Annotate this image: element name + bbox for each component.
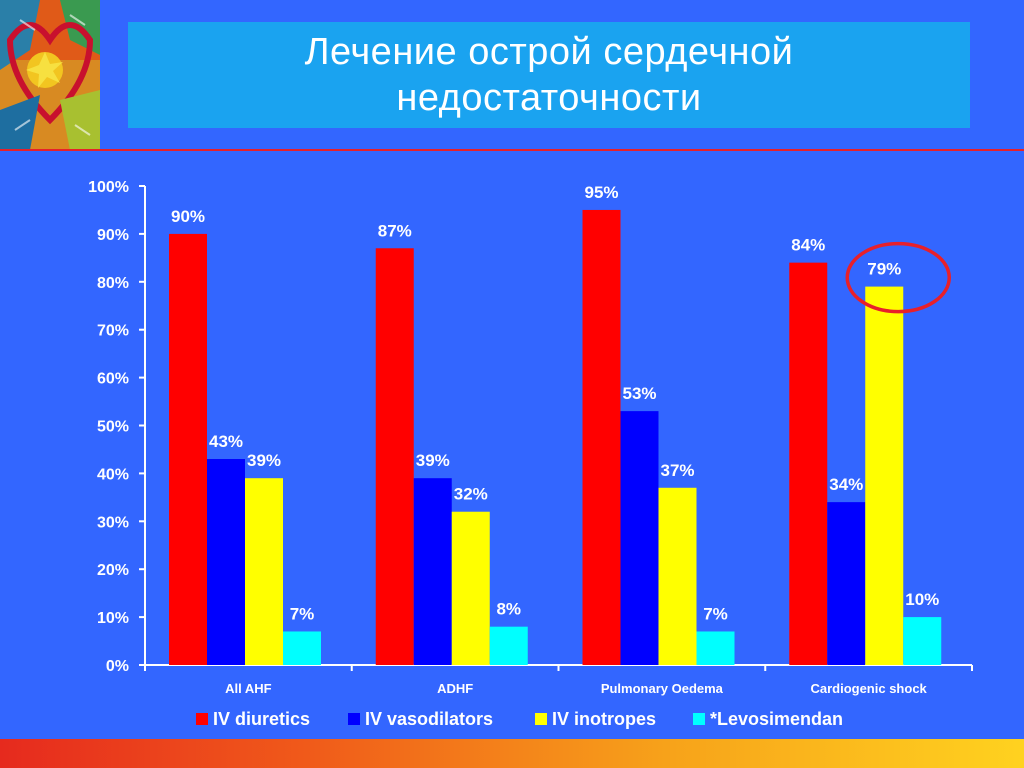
bar bbox=[582, 209, 621, 665]
y-tick-label: 90% bbox=[97, 227, 129, 244]
y-tick-label: 10% bbox=[97, 610, 129, 627]
bar bbox=[658, 487, 697, 665]
bar bbox=[620, 411, 659, 665]
legend-label: IV vasodilators bbox=[365, 709, 493, 729]
legend-label: IV diuretics bbox=[213, 709, 310, 729]
data-label: 10% bbox=[905, 590, 939, 609]
bar bbox=[245, 478, 283, 665]
bottom-gradient-band bbox=[0, 739, 1024, 768]
legend-label: IV inotropes bbox=[552, 709, 656, 729]
data-label: 53% bbox=[622, 384, 656, 403]
mosaic-heart-image bbox=[0, 0, 100, 150]
bar bbox=[489, 626, 528, 665]
chart-data-labels: 90%43%39%7%87%39%32%8%95%53%37%7%84%34%7… bbox=[171, 183, 951, 623]
header-divider bbox=[0, 149, 1024, 151]
legend-swatch bbox=[693, 713, 705, 725]
bar bbox=[207, 459, 245, 665]
bar bbox=[827, 502, 866, 665]
chart-bars bbox=[169, 209, 942, 665]
highlight-ellipse bbox=[845, 241, 951, 314]
data-label: 37% bbox=[660, 461, 694, 480]
y-tick-label: 70% bbox=[97, 323, 129, 340]
bar bbox=[789, 262, 828, 665]
bar bbox=[865, 286, 904, 665]
x-tick-label: Pulmonary Oedema bbox=[601, 681, 724, 696]
y-tick-label: 20% bbox=[97, 562, 129, 579]
bar bbox=[413, 478, 452, 665]
bar bbox=[375, 248, 414, 665]
y-tick-label: 50% bbox=[97, 419, 129, 436]
y-tick-label: 40% bbox=[97, 466, 129, 483]
title-banner: Лечение острой сердечной недостаточности bbox=[128, 22, 970, 128]
y-tick-label: 100% bbox=[88, 179, 129, 196]
data-label: 34% bbox=[829, 475, 863, 494]
data-label: 7% bbox=[703, 604, 728, 623]
legend-swatch bbox=[348, 713, 360, 725]
y-tick-label: 80% bbox=[97, 275, 129, 292]
y-tick-label: 0% bbox=[106, 658, 129, 675]
x-tick-label: Cardiogenic shock bbox=[810, 681, 927, 696]
bar bbox=[283, 631, 321, 665]
x-tick-label: ADHF bbox=[437, 681, 473, 696]
slide-title: Лечение острой сердечной недостаточности bbox=[304, 31, 794, 119]
data-label: 95% bbox=[584, 183, 618, 202]
bar bbox=[903, 617, 942, 665]
legend-swatch bbox=[535, 713, 547, 725]
legend-label: *Levosimendan bbox=[710, 709, 843, 729]
legend-swatch bbox=[196, 713, 208, 725]
data-label: 43% bbox=[209, 432, 243, 451]
bar bbox=[169, 233, 207, 665]
chart-axes: 0% 10% 20% 30% 40% 50% 60% 70% 80% 90% 100% All AHF… bbox=[88, 179, 973, 696]
data-label: 7% bbox=[290, 604, 315, 623]
y-tick-label: 30% bbox=[97, 514, 129, 531]
bar bbox=[696, 631, 735, 665]
x-tick-label: All AHF bbox=[225, 681, 272, 696]
data-label: 90% bbox=[171, 207, 205, 226]
data-label: 87% bbox=[378, 221, 412, 240]
data-label: 84% bbox=[791, 236, 825, 255]
data-label: 8% bbox=[496, 600, 521, 619]
data-label: 32% bbox=[454, 485, 488, 504]
bar-chart: 0% 10% 20% 30% 40% 50% 60% 70% 80% 90% 100% All AHF… bbox=[88, 179, 973, 729]
data-label: 79% bbox=[867, 260, 901, 279]
data-label: 39% bbox=[247, 451, 281, 470]
y-tick-label: 60% bbox=[97, 371, 129, 388]
bar bbox=[451, 511, 490, 665]
data-label: 39% bbox=[416, 451, 450, 470]
chart-legend: IV diuretics IV vasodilators IV inotropes *… bbox=[196, 709, 843, 729]
